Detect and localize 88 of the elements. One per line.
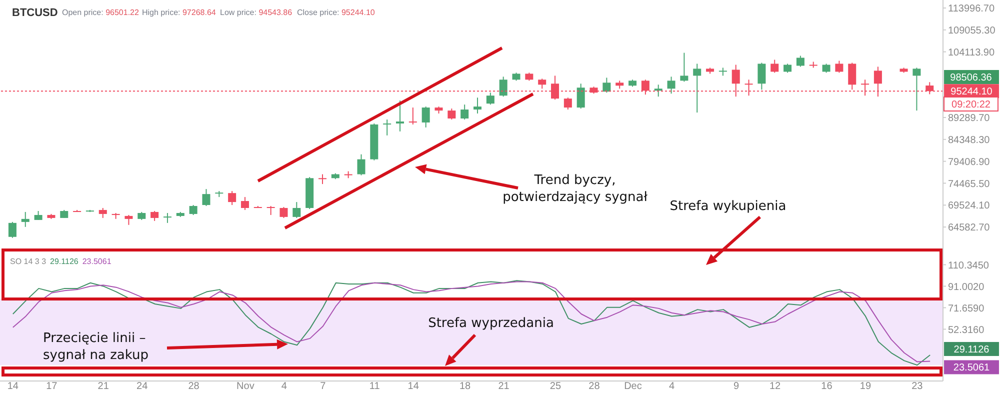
candlestick — [240, 196, 249, 210]
y-tick-label: 110.3450 — [948, 260, 990, 272]
annotation: Strefa wyprzedania — [428, 316, 554, 331]
y-tick-label: 52.3160 — [948, 324, 985, 336]
candlestick — [576, 83, 585, 110]
y-tick-label: 71.6590 — [948, 303, 985, 314]
candlestick — [448, 108, 456, 120]
x-tick-label: 28 — [188, 381, 200, 392]
y-tick-label: 79406.90 — [948, 156, 990, 168]
x-tick-label: 28 — [588, 381, 600, 392]
y-tick-label: 104113.90 — [948, 47, 995, 58]
x-tick-label: 18 — [459, 381, 472, 392]
candlestick — [758, 62, 766, 90]
candlestick — [318, 174, 326, 185]
x-tick-label: 11 — [369, 381, 380, 392]
candlestick — [228, 190, 236, 206]
x-tick-label: 4 — [668, 381, 675, 392]
candlestick — [189, 204, 198, 216]
candlestick — [602, 77, 611, 94]
annotation: Strefa wykupienia — [670, 198, 786, 214]
candlestick — [357, 154, 366, 176]
y-tick-label: 89289.70 — [948, 113, 990, 124]
y-tick-label: 109055.30 — [948, 25, 996, 36]
candlestick — [383, 119, 392, 136]
candlestick — [796, 55, 804, 68]
annotation: Low price: 94543.86 — [220, 8, 293, 18]
candlestick — [280, 206, 288, 218]
candlestick — [163, 212, 172, 224]
text: BTCUSD — [12, 6, 58, 19]
candlestick — [474, 97, 482, 114]
annotation: Close price: 95244.10 — [297, 8, 376, 18]
x-tick-label: 7 — [320, 381, 326, 392]
text: 09:20:22 — [952, 100, 991, 110]
candlestick — [486, 92, 494, 106]
candlestick — [98, 207, 107, 218]
x-tick-label: 4 — [281, 381, 288, 392]
annotation: Open price: 96501.22 — [62, 8, 140, 18]
x-tick-label: 25 — [550, 381, 562, 392]
x-tick-label: 17 — [46, 381, 58, 392]
candlestick — [912, 67, 921, 112]
x-tick-label: 16 — [821, 381, 833, 392]
x-tick-label: 14 — [7, 381, 19, 392]
text: 23.5061 — [953, 362, 990, 374]
y-tick-label: 64582.70 — [948, 222, 990, 234]
candlestick — [654, 84, 662, 98]
x-tick-label: 19 — [860, 381, 872, 392]
candlestick — [202, 188, 210, 206]
y-tick-label: 84348.30 — [948, 134, 990, 146]
candlestick — [292, 202, 301, 218]
x-tick-label: 23 — [912, 381, 924, 392]
candlestick — [770, 59, 779, 74]
y-tick-label: 74465.50 — [948, 178, 990, 190]
candlestick — [538, 78, 546, 90]
ref-line-label: 95244.10 — [950, 86, 993, 98]
candlestick — [124, 214, 133, 226]
text: SO 14 3 3 — [10, 257, 47, 266]
candlestick — [680, 52, 688, 82]
candlestick — [693, 63, 702, 114]
candlestick — [150, 210, 159, 222]
text: 98506.36 — [950, 72, 992, 84]
y-tick-label: 91.0020 — [948, 282, 985, 293]
annotation: High price: 97268.64 — [142, 8, 216, 18]
candlestick — [21, 211, 30, 228]
x-tick-label: 12 — [770, 381, 782, 392]
annotation: Przecięcie linii – sygnał na zakup — [43, 330, 148, 363]
candlestick — [835, 60, 844, 74]
candlestick — [667, 76, 676, 94]
x-tick-label: Nov — [236, 381, 254, 392]
x-tick-label: 24 — [136, 381, 148, 392]
text: 29.1126 — [954, 344, 990, 356]
candlestick — [460, 104, 469, 120]
candlestick — [422, 106, 430, 128]
text: 23.5061 — [82, 257, 112, 266]
x-tick-label: 21 — [98, 381, 110, 392]
x-tick-label: 21 — [498, 381, 510, 392]
y-tick-label: 113996.70 — [948, 4, 995, 15]
text: 29.1126 — [50, 257, 79, 266]
x-tick-label: 9 — [734, 381, 740, 392]
candlestick — [396, 100, 404, 132]
annotation: Trend byczy, potwierdzający sygnał — [502, 172, 648, 205]
candlestick — [8, 221, 16, 238]
candlestick — [408, 107, 417, 125]
candlestick — [564, 97, 572, 110]
y-tick-label: 69524.10 — [948, 200, 990, 212]
candlestick — [499, 76, 508, 98]
x-tick-label: 14 — [408, 381, 420, 392]
candlestick — [848, 62, 856, 90]
x-tick-label: Dec — [624, 381, 642, 392]
